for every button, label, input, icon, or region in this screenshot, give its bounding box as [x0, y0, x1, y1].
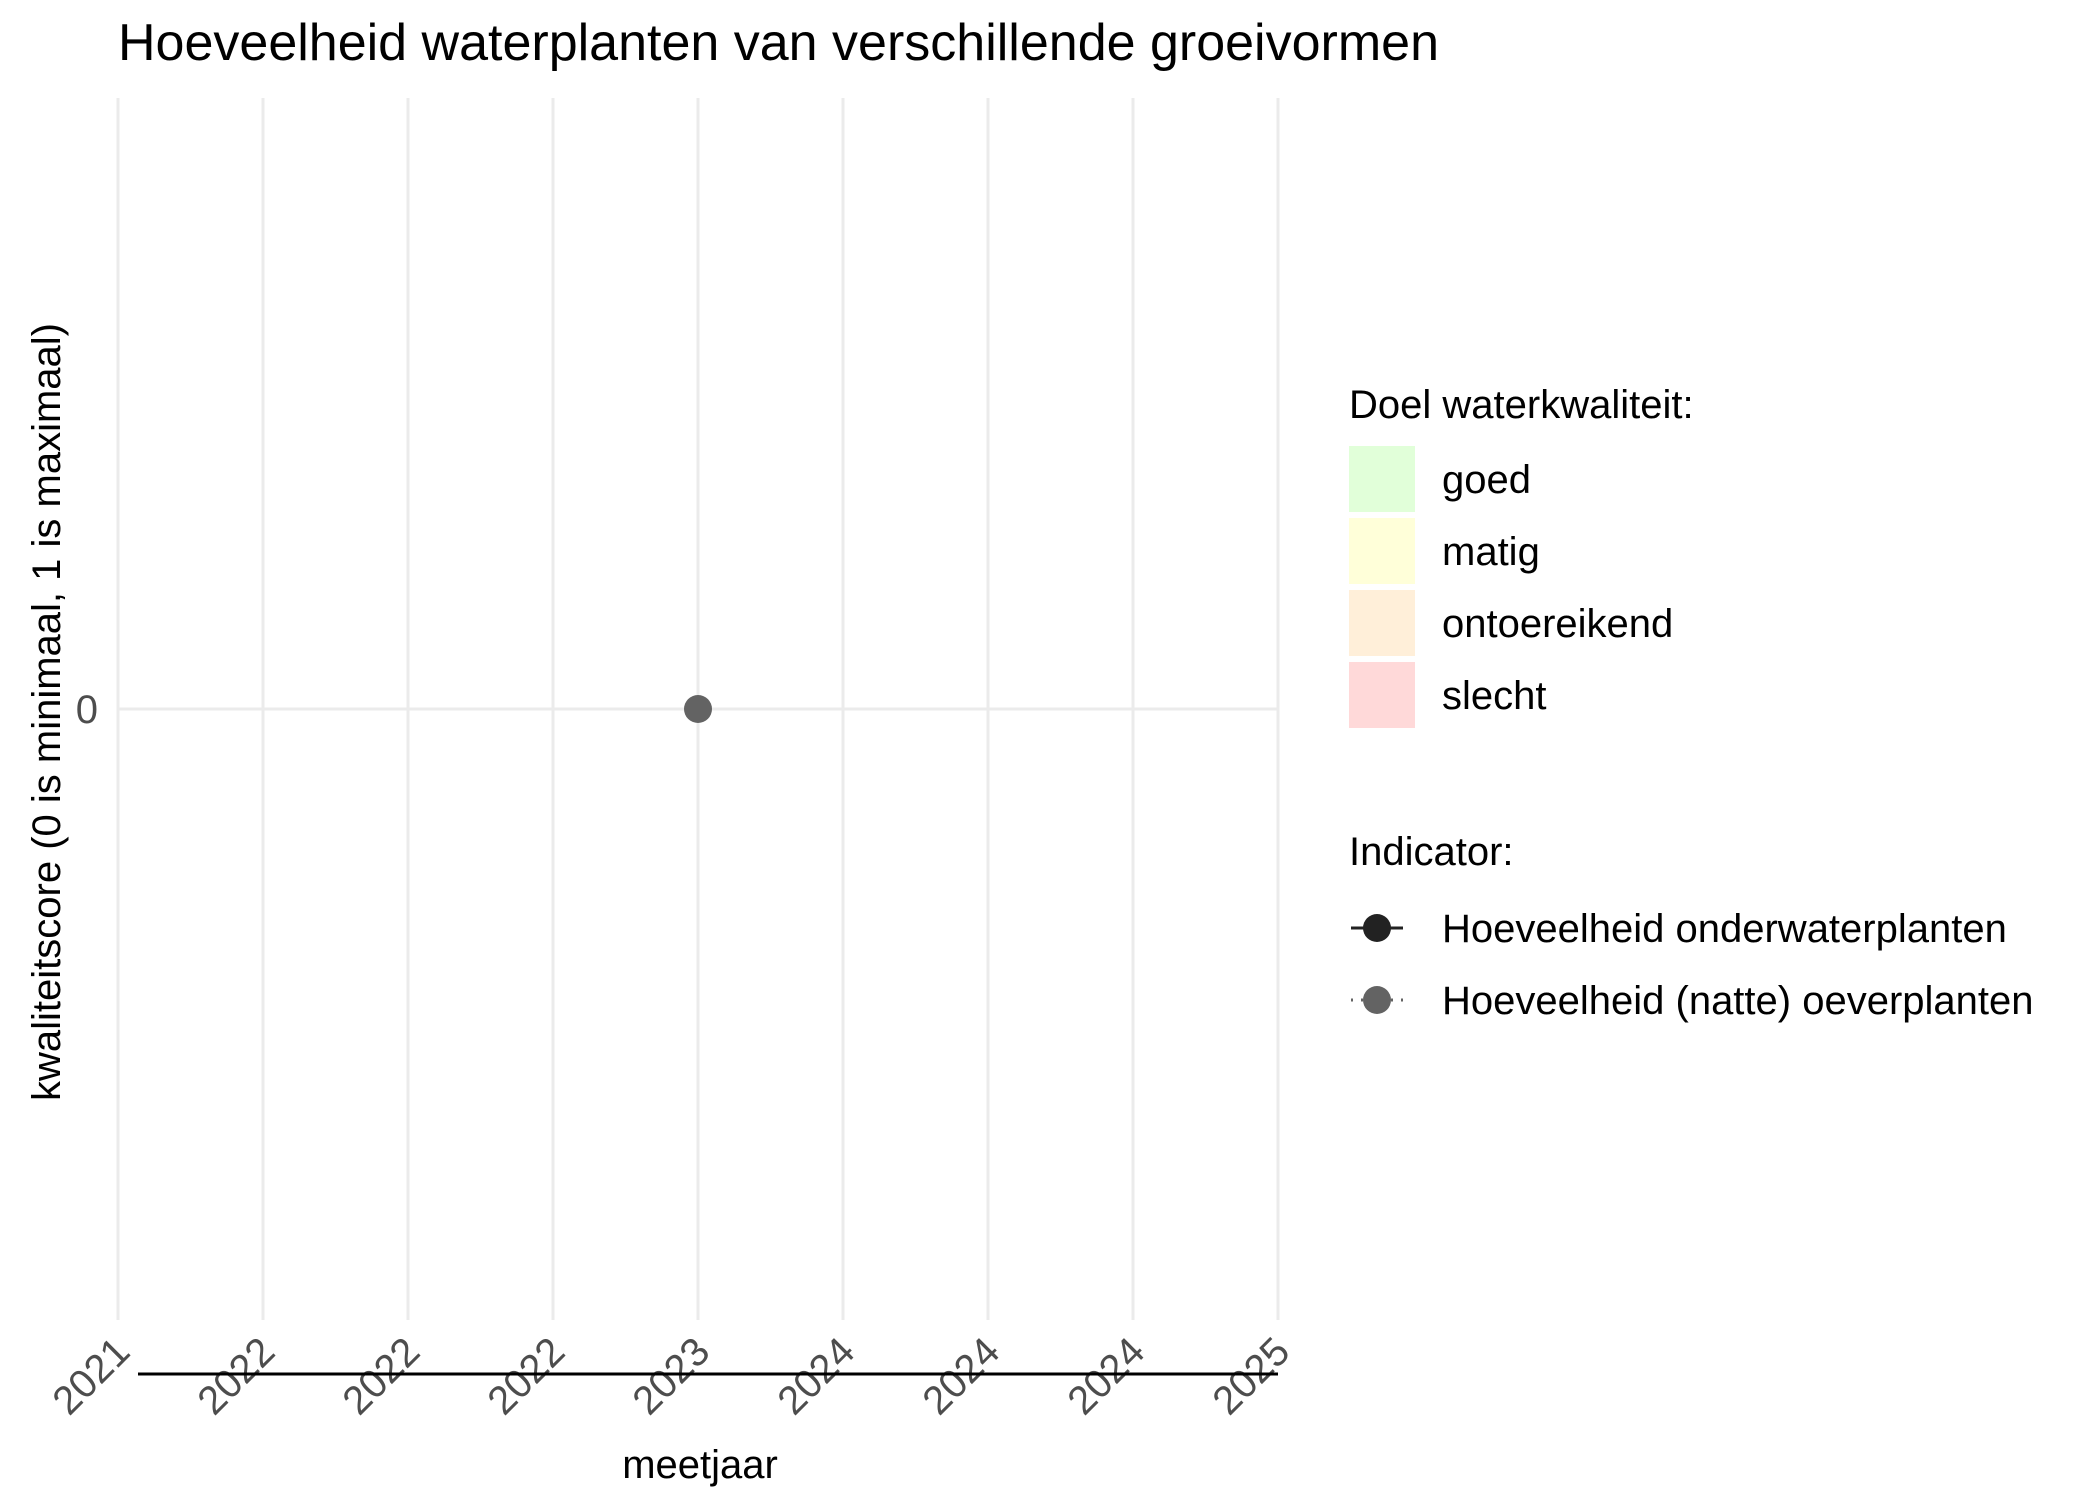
- x-tick-label: 2021: [44, 1329, 138, 1423]
- legend-swatch-matig: [1349, 518, 1415, 584]
- x-tick-label: 2022: [479, 1329, 573, 1423]
- x-tick-label: 2024: [914, 1329, 1008, 1423]
- x-tick-label: 2025: [1204, 1329, 1298, 1423]
- legend-key-point: [1363, 914, 1391, 942]
- chart-title: Hoeveelheid waterplanten van verschillen…: [118, 14, 1439, 72]
- x-tick-label: 2024: [769, 1329, 863, 1423]
- legend-swatch-goed: [1349, 446, 1415, 512]
- x-tick-label: 2022: [189, 1329, 283, 1423]
- y-axis-title: kwaliteitscore (0 is minimaal, 1 is maxi…: [25, 323, 69, 1101]
- legend-doel-waterkwaliteit: Doel waterkwaliteit: goed matig ontoereike…: [1349, 383, 1694, 728]
- legend-label-indicator: Hoeveelheid onderwaterplanten: [1442, 907, 2007, 951]
- legend-label-slecht: slecht: [1442, 674, 1547, 718]
- x-axis-title: meetjaar: [622, 1443, 778, 1487]
- legend-label-ontoereikend: ontoereikend: [1442, 602, 1673, 646]
- x-tick-label: 2023: [624, 1329, 718, 1423]
- legend-title-indicator: Indicator:: [1349, 830, 1514, 874]
- x-tick-label: 2024: [1059, 1329, 1153, 1423]
- y-tick-label: 0: [76, 688, 98, 732]
- axes: 2021 2022 2022 2022 2023 2024 2024 2024 2025 0: [44, 688, 1298, 1423]
- x-tick-label: 2022: [334, 1329, 428, 1423]
- legend-swatch-slecht: [1349, 662, 1415, 728]
- legend-label-indicator: Hoeveelheid (natte) oeverplanten: [1442, 979, 2034, 1023]
- data-point: [684, 695, 712, 723]
- data-marks: [684, 695, 712, 723]
- legend-label-matig: matig: [1442, 530, 1540, 574]
- legend-label-goed: goed: [1442, 458, 1531, 502]
- legend-key-point: [1363, 986, 1391, 1014]
- legend-swatch-ontoereikend: [1349, 590, 1415, 656]
- legend-title-doel: Doel waterkwaliteit:: [1349, 383, 1694, 427]
- legend-indicator: Indicator: Hoeveelheid onderwaterplanten…: [1349, 830, 2034, 1023]
